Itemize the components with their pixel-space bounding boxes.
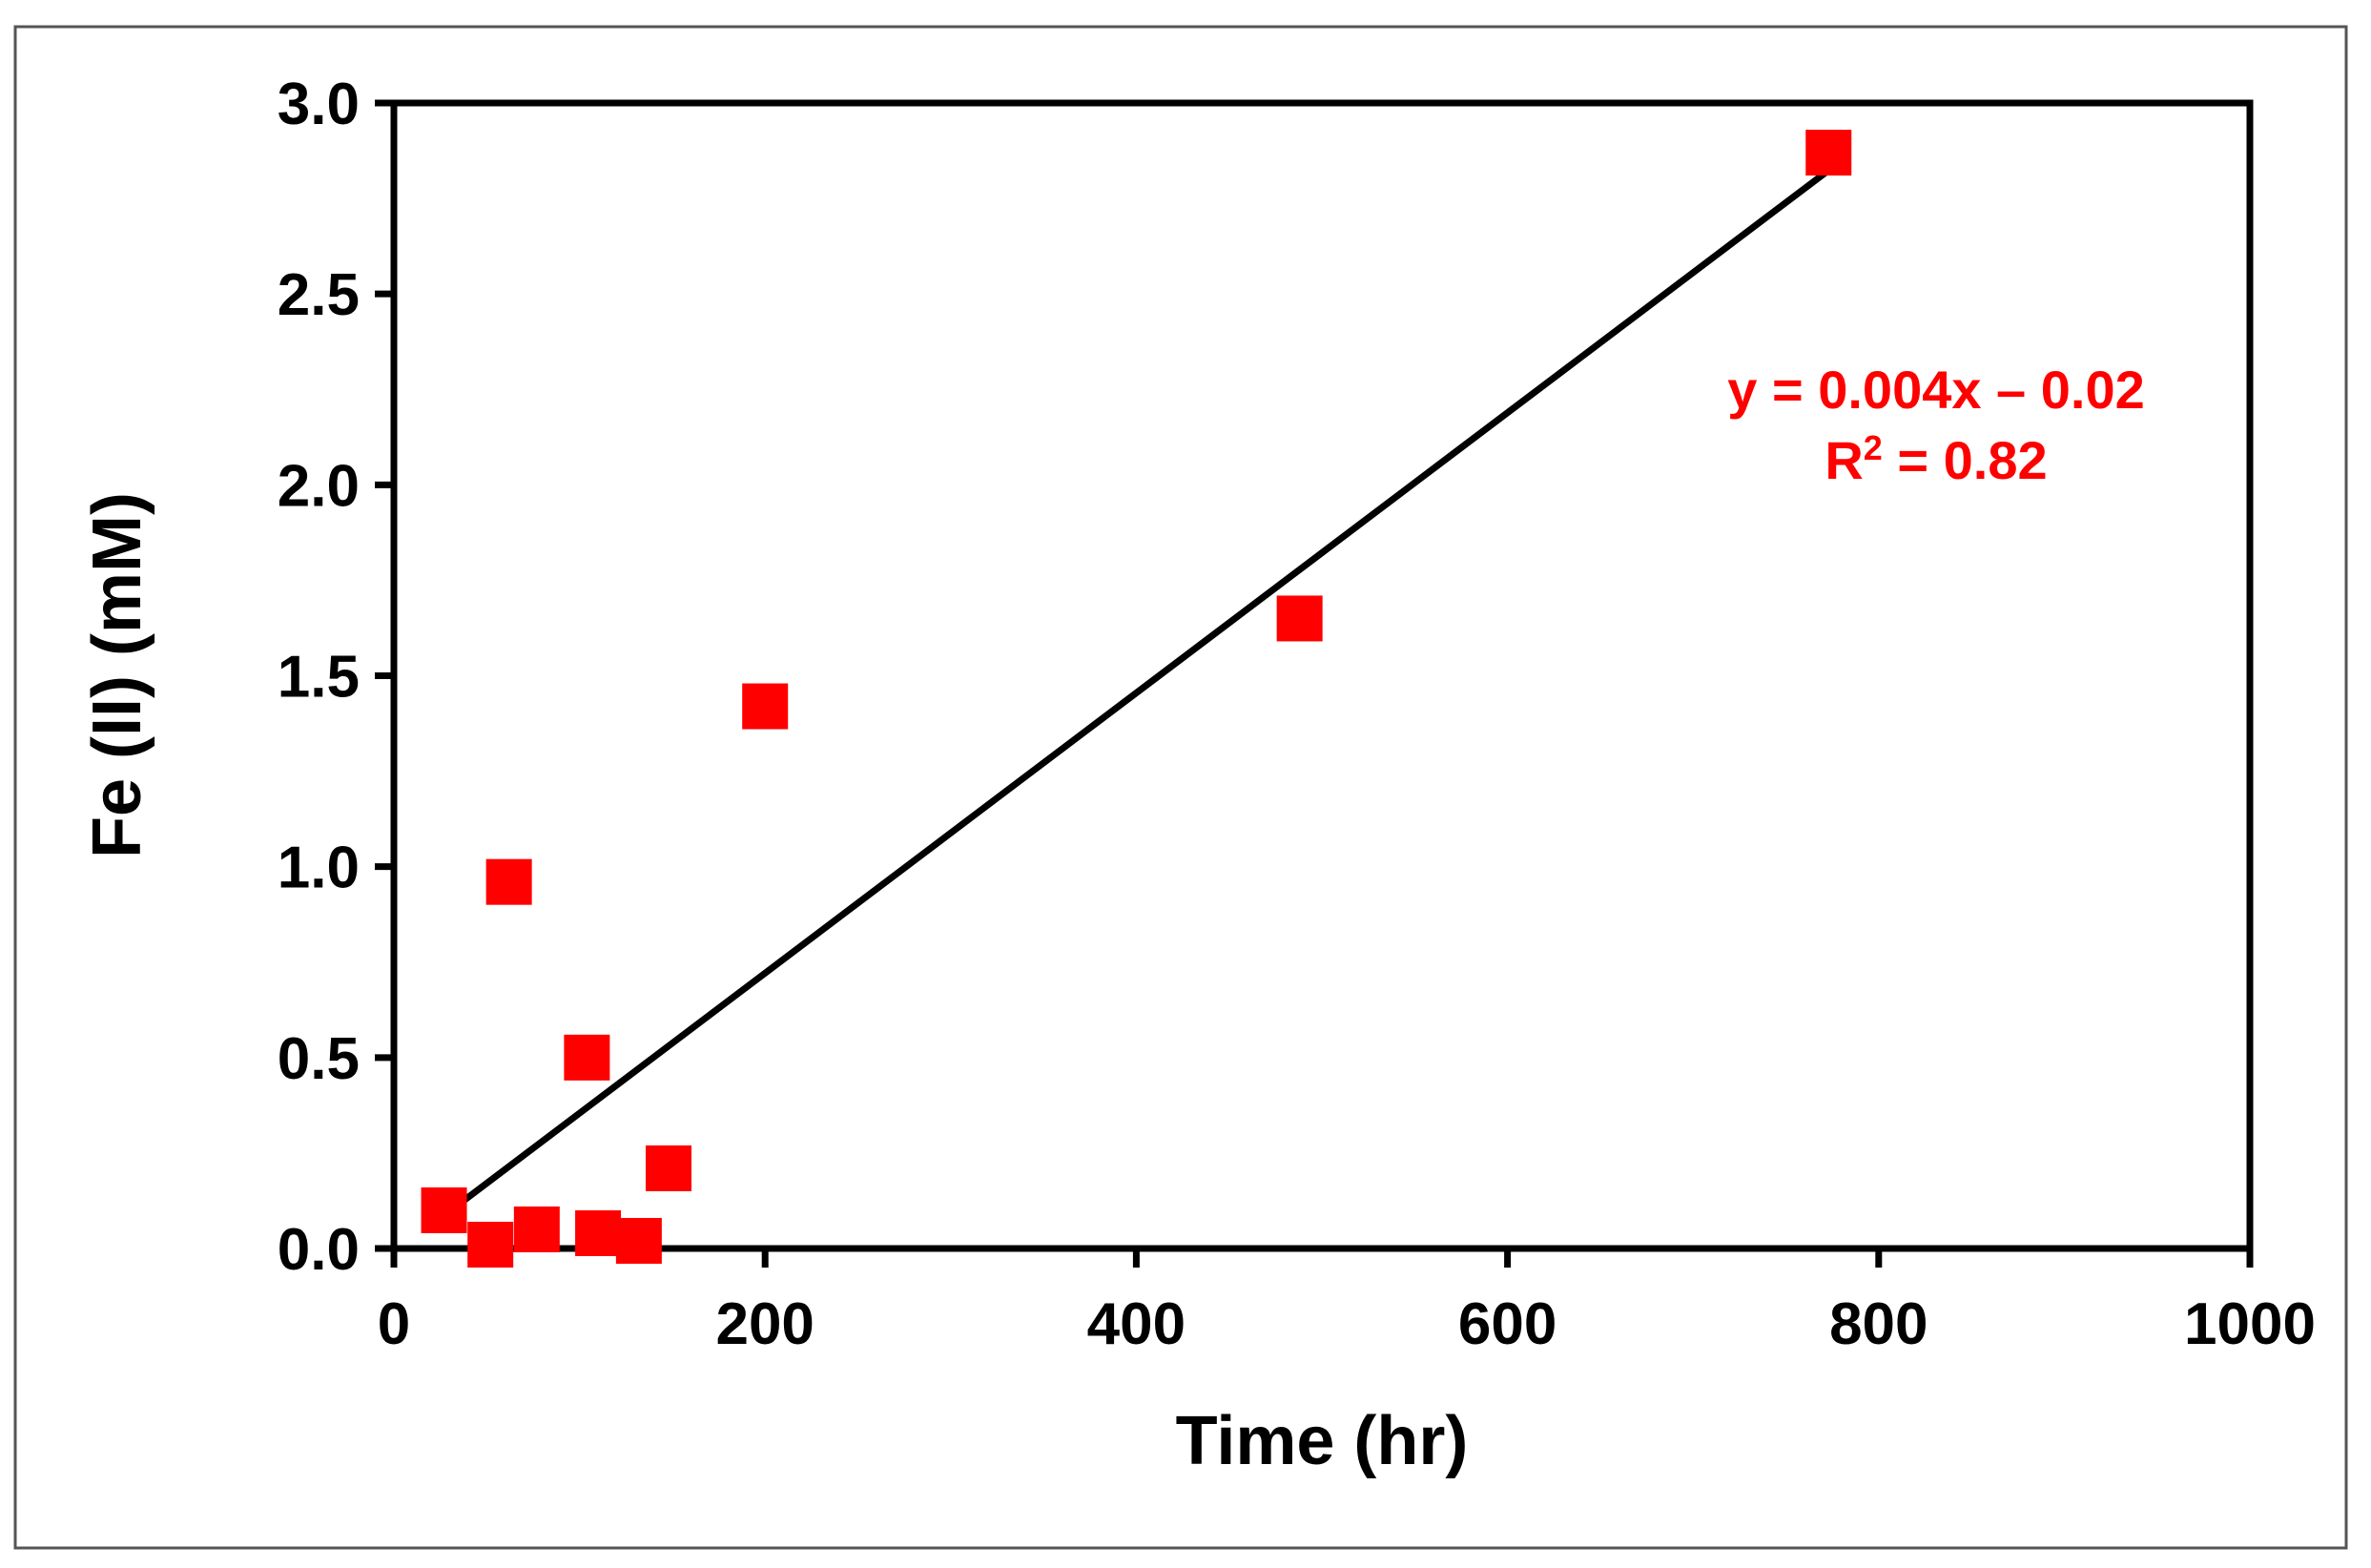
x-tick-label: 200 (715, 1291, 814, 1357)
r2-value: = 0.82 (1883, 430, 2048, 490)
data-point (467, 1221, 514, 1268)
data-point (421, 1186, 467, 1233)
y-tick-label: 0.5 (278, 1026, 360, 1092)
y-tick-label: 2.0 (278, 453, 360, 519)
x-tick-label: 0 (378, 1291, 410, 1357)
x-tick-label: 600 (1458, 1291, 1557, 1357)
data-point (513, 1206, 560, 1252)
figure-border (13, 25, 2348, 1550)
y-axis-label: Fe (II) (mM) (79, 492, 155, 858)
y-tick-label: 1.0 (278, 836, 360, 901)
r2-label: R (1825, 430, 1863, 490)
trendline-r-squared: R2 = 0.82 (1825, 428, 2047, 490)
x-tick-label: 400 (1087, 1291, 1186, 1357)
y-axis: 0.0 0.5 1.0 1.5 2.0 2.5 3.0 (278, 72, 394, 1283)
data-point (485, 858, 532, 905)
data-point (564, 1034, 610, 1081)
data-point (1276, 595, 1323, 642)
y-tick-label: 3.0 (278, 72, 360, 137)
data-point (575, 1209, 622, 1256)
data-point (1805, 130, 1852, 176)
y-tick-label: 1.5 (278, 645, 360, 711)
x-tick-label: 1000 (2184, 1291, 2316, 1357)
trendline-group (443, 169, 1829, 1217)
x-axis-label: Time (hr) (1176, 1403, 1469, 1479)
y-tick-label: 0.0 (278, 1217, 360, 1283)
y-tick-label: 2.5 (278, 262, 360, 328)
r2-superscript: 2 (1864, 428, 1883, 467)
trendline-equation: y = 0.004x – 0.02 (1727, 360, 2145, 420)
data-point (615, 1217, 662, 1264)
data-point (742, 683, 789, 730)
data-points (421, 130, 1852, 1268)
x-tick-label: 800 (1829, 1291, 1928, 1357)
x-axis: 0 200 400 600 800 1000 (378, 1248, 2316, 1357)
data-point (646, 1145, 692, 1191)
trendline (443, 169, 1829, 1217)
